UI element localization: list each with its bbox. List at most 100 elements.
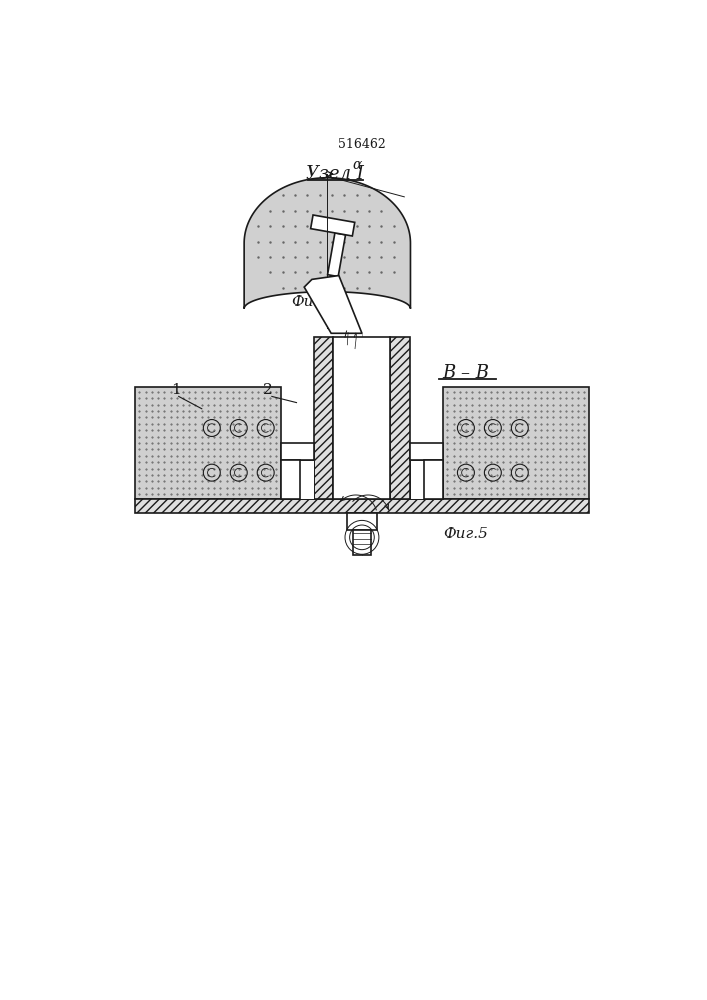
Point (517, 480, 528, 496)
Point (554, 473, 565, 489)
Point (252, 429, 264, 445)
Point (240, 403, 251, 419)
Point (554, 448, 565, 464)
Point (252, 467, 264, 483)
Point (460, 384, 472, 400)
Point (271, 441, 282, 457)
Point (252, 480, 264, 496)
Point (479, 435, 491, 451)
Point (202, 384, 214, 400)
Polygon shape (443, 387, 589, 499)
Point (134, 429, 145, 445)
Point (165, 473, 176, 489)
Point (510, 397, 522, 413)
Point (442, 448, 453, 464)
Point (442, 384, 453, 400)
Point (233, 435, 245, 451)
Point (246, 422, 257, 438)
Point (522, 441, 534, 457)
Point (271, 403, 282, 419)
Point (202, 473, 214, 489)
Point (504, 480, 515, 496)
Point (510, 416, 522, 432)
Point (196, 390, 207, 406)
Point (473, 409, 484, 425)
Point (498, 422, 509, 438)
Point (258, 461, 269, 477)
Point (491, 467, 503, 483)
Point (264, 416, 276, 432)
Point (579, 390, 590, 406)
Point (177, 403, 189, 419)
Point (246, 403, 257, 419)
Point (486, 416, 497, 432)
Point (510, 384, 522, 400)
Point (566, 441, 578, 457)
Point (510, 429, 522, 445)
Point (227, 467, 238, 483)
Point (140, 435, 151, 451)
Point (209, 429, 220, 445)
Point (504, 403, 515, 419)
Point (479, 429, 491, 445)
Point (165, 422, 176, 438)
Point (240, 486, 251, 502)
Point (573, 390, 584, 406)
Polygon shape (310, 215, 355, 236)
Point (215, 384, 226, 400)
Point (258, 473, 269, 489)
Point (271, 467, 282, 483)
Point (573, 403, 584, 419)
Point (252, 422, 264, 438)
Point (566, 435, 578, 451)
Point (535, 473, 547, 489)
Point (529, 397, 540, 413)
Polygon shape (314, 337, 334, 499)
Point (202, 441, 214, 457)
Point (171, 397, 182, 413)
Point (467, 429, 478, 445)
Point (264, 467, 276, 483)
Point (153, 384, 164, 400)
Point (221, 480, 233, 496)
Point (165, 448, 176, 464)
Point (473, 403, 484, 419)
Point (171, 461, 182, 477)
Point (258, 397, 269, 413)
Point (498, 461, 509, 477)
Point (491, 384, 503, 400)
Point (554, 435, 565, 451)
Point (209, 480, 220, 496)
Point (246, 473, 257, 489)
Point (227, 429, 238, 445)
Point (271, 409, 282, 425)
Point (560, 435, 571, 451)
Point (184, 403, 195, 419)
Point (522, 429, 534, 445)
Point (134, 403, 145, 419)
Point (504, 473, 515, 489)
Point (522, 435, 534, 451)
Point (158, 409, 170, 425)
Point (498, 409, 509, 425)
Point (448, 441, 460, 457)
Polygon shape (390, 337, 409, 499)
Point (246, 397, 257, 413)
Point (548, 448, 559, 464)
Point (264, 461, 276, 477)
Point (517, 390, 528, 406)
Point (486, 448, 497, 464)
Point (454, 390, 465, 406)
Point (227, 448, 238, 464)
Point (560, 409, 571, 425)
Point (479, 409, 491, 425)
Point (271, 397, 282, 413)
Point (554, 480, 565, 496)
Point (177, 409, 189, 425)
Point (448, 403, 460, 419)
Polygon shape (135, 387, 281, 499)
Point (517, 435, 528, 451)
Point (140, 397, 151, 413)
Point (233, 454, 245, 470)
Point (467, 409, 478, 425)
